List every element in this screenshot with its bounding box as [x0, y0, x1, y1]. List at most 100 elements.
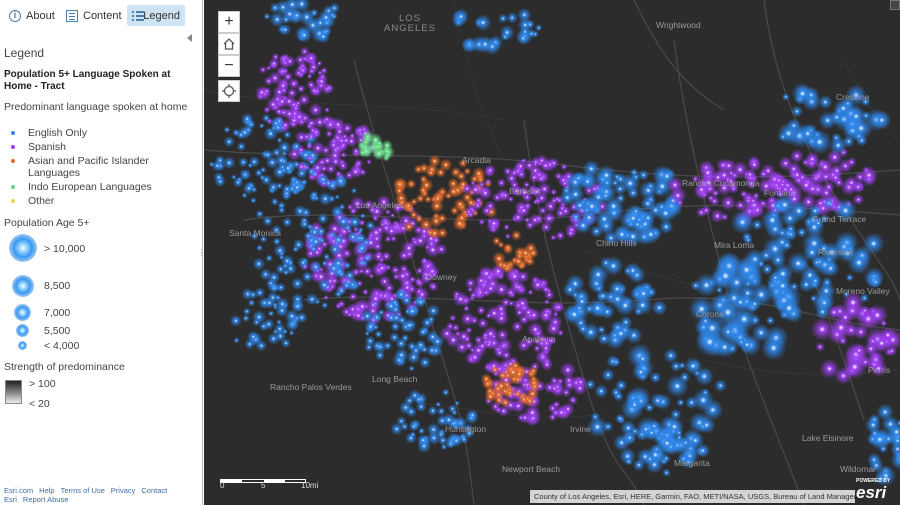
tract-dot — [244, 338, 255, 350]
tab-about[interactable]: About — [4, 5, 60, 26]
tract-dot — [341, 248, 353, 259]
tract-dot — [658, 219, 674, 235]
footer-link-help[interactable]: Help — [39, 486, 55, 495]
tract-dot — [364, 320, 378, 334]
tract-dot — [844, 175, 859, 190]
tract-dot — [791, 82, 814, 105]
tract-dot — [540, 358, 554, 371]
tract-dot — [343, 261, 352, 270]
panel-splitter-handle[interactable]: · · · — [200, 245, 203, 260]
tract-dot — [435, 401, 442, 408]
tract-dot — [651, 299, 668, 316]
tract-dot — [773, 193, 796, 216]
tract-dot — [436, 414, 449, 427]
tract-dot — [815, 304, 831, 320]
tract-dot — [297, 256, 310, 269]
tract-dot — [886, 345, 898, 356]
zoom-in-button[interactable]: + — [218, 11, 240, 33]
tract-dot — [317, 278, 331, 292]
tract-dot — [518, 246, 533, 260]
tract-dot — [547, 403, 558, 414]
panel-tabs: About Content Legend — [0, 0, 203, 31]
tract-dot — [390, 321, 401, 332]
tract-dot — [539, 159, 552, 172]
footer-link-report-abuse[interactable]: Report Abuse — [22, 495, 69, 504]
tract-dot — [454, 400, 460, 406]
tract-dots-layer — [208, 0, 900, 487]
esri-logo[interactable]: POWERED BY esri — [856, 478, 898, 504]
tract-dot — [408, 421, 420, 432]
map-attribution[interactable]: County of Los Angeles, Esri, HERE, Garmi… — [530, 490, 855, 503]
scale-label: 5 — [261, 481, 266, 490]
tract-dot — [751, 323, 771, 343]
info-icon — [9, 9, 21, 22]
tract-dot — [676, 398, 685, 407]
tab-legend[interactable]: Legend — [127, 5, 185, 26]
tract-dot — [302, 257, 308, 264]
tract-dot — [484, 178, 492, 186]
tract-dot — [263, 12, 271, 21]
tract-dot — [356, 233, 367, 244]
tract-dot — [568, 395, 578, 405]
tract-dot — [483, 281, 498, 296]
footer-link-esri[interactable]: Esri.com — [4, 486, 34, 495]
strength-color-ramp — [5, 380, 22, 404]
tract-dot — [554, 405, 569, 420]
tract-dot — [262, 215, 273, 227]
map-view[interactable]: LOS ANGELES Wrightwood Crestline Arcadia Ran… — [204, 0, 900, 505]
tract-dot — [650, 392, 666, 409]
tract-dot — [313, 115, 327, 129]
footer-link-terms[interactable]: Terms of Use — [60, 486, 105, 495]
tract-dot — [786, 224, 796, 234]
collapse-panel-icon[interactable] — [187, 34, 192, 42]
expand-icon[interactable] — [890, 0, 900, 10]
tract-dot — [517, 7, 532, 23]
tract-dot — [323, 294, 329, 301]
locate-button[interactable] — [218, 80, 240, 102]
tract-dot — [823, 181, 835, 193]
tract-dot — [709, 195, 720, 207]
tract-dot — [543, 289, 555, 301]
tract-dot — [554, 302, 564, 312]
tract-dot — [288, 330, 295, 336]
tract-dot — [811, 257, 822, 268]
tract-dot — [372, 146, 386, 161]
tract-dot — [320, 66, 328, 75]
tract-dot — [874, 472, 887, 485]
english-only-swatch — [11, 131, 15, 135]
tract-dot — [348, 215, 362, 229]
tract-dot — [872, 110, 892, 130]
tract-dot — [587, 263, 609, 286]
tract-dot — [529, 375, 538, 383]
tract-dot — [333, 125, 346, 138]
tract-dot — [333, 208, 342, 216]
tract-dot — [869, 275, 882, 288]
tract-dot — [296, 84, 306, 94]
tab-content[interactable]: Content — [61, 5, 127, 26]
tract-dot — [597, 325, 606, 335]
home-button[interactable] — [218, 33, 240, 55]
tract-dot — [870, 360, 887, 377]
tract-dot — [520, 157, 527, 164]
tract-dot — [306, 132, 316, 141]
zoom-out-button[interactable]: − — [218, 55, 240, 77]
tract-dot — [500, 32, 510, 42]
tract-dot — [417, 427, 426, 435]
tract-dot — [607, 289, 628, 309]
footer-link-contact[interactable]: Contact Esri — [4, 486, 168, 504]
tract-dot — [474, 274, 488, 288]
tract-dot — [523, 201, 533, 211]
tract-dot — [426, 344, 438, 357]
tract-dot — [481, 205, 493, 217]
tract-dot — [494, 406, 502, 414]
tract-dot — [271, 125, 277, 131]
tract-dot — [774, 184, 782, 193]
tract-dot — [409, 210, 419, 220]
footer-link-privacy[interactable]: Privacy — [110, 486, 136, 495]
tract-dot — [252, 257, 266, 271]
indo-european-swatch — [11, 185, 15, 189]
tract-dot — [250, 197, 257, 204]
tract-dot — [743, 235, 753, 245]
tract-dot — [410, 344, 422, 357]
tract-dot — [417, 434, 429, 447]
